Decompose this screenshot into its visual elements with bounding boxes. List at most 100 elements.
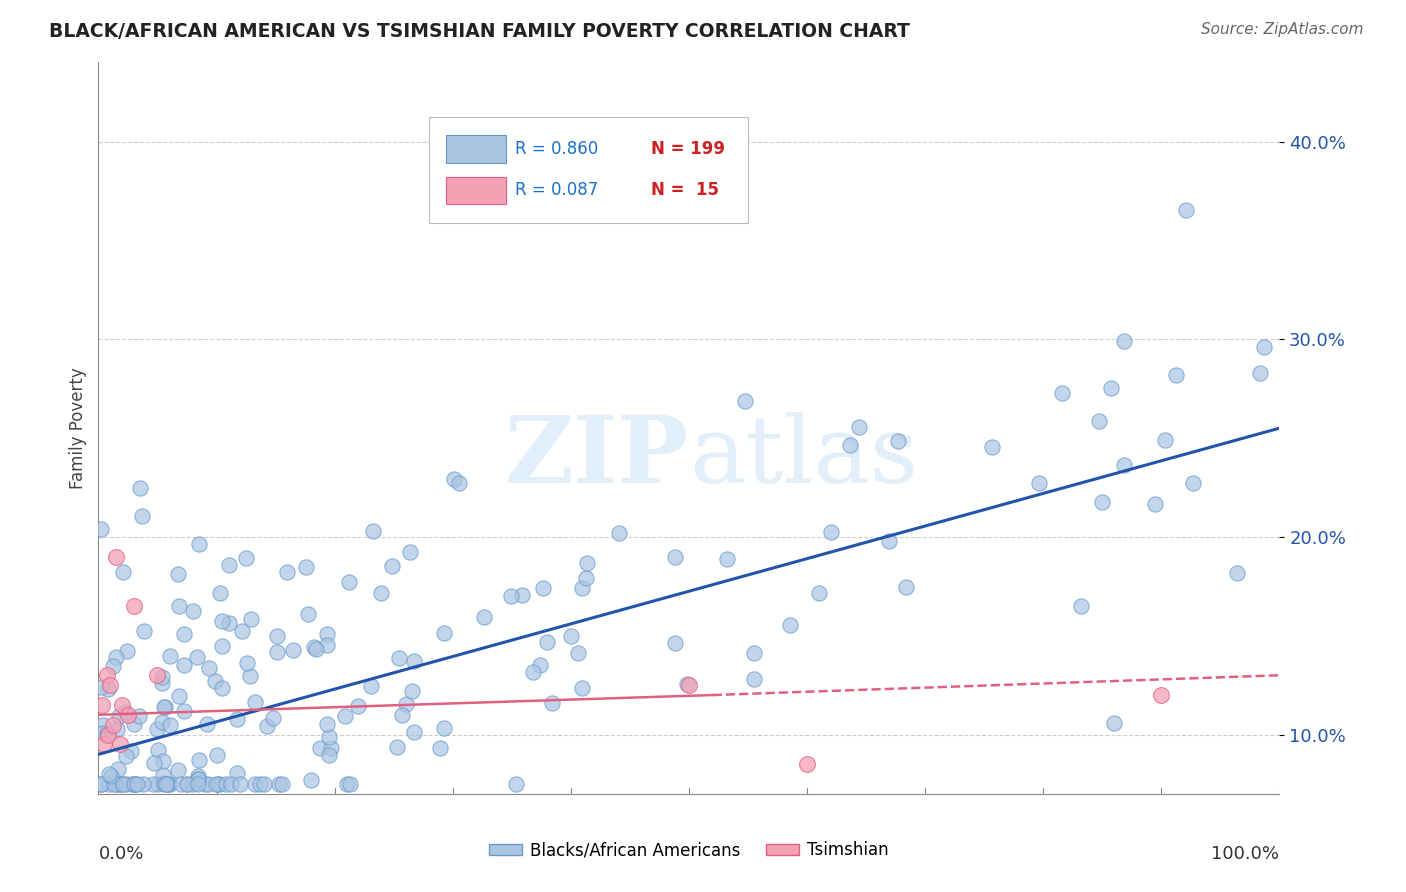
Point: [266, 629, 288, 643]
Y-axis label: Family Poverty: Family Poverty: [69, 368, 87, 489]
Point: [128, 481, 150, 495]
Point: [198, 660, 221, 674]
Point: [522, 665, 544, 679]
Point: [122, 599, 145, 613]
Point: [195, 716, 218, 731]
Point: [152, 768, 174, 782]
Point: [385, 740, 408, 755]
Point: [820, 524, 842, 539]
Point: [567, 646, 589, 660]
Point: [321, 741, 343, 756]
Point: [839, 438, 862, 452]
Point: [716, 552, 738, 566]
Point: [188, 537, 211, 551]
Point: [187, 772, 209, 787]
Point: [194, 777, 217, 791]
Point: [664, 636, 686, 650]
Point: [571, 581, 593, 595]
Point: [807, 585, 830, 599]
Point: [183, 604, 205, 618]
Point: [211, 614, 233, 628]
Point: [391, 707, 413, 722]
Point: [90, 777, 112, 791]
Point: [676, 677, 699, 691]
Point: [122, 777, 145, 791]
Point: [152, 699, 174, 714]
Point: [499, 589, 522, 603]
Point: [333, 709, 356, 723]
Point: [1253, 340, 1275, 354]
Point: [98, 678, 121, 692]
Point: [124, 777, 146, 791]
Point: [395, 697, 418, 711]
Point: [103, 777, 125, 791]
Text: BLACK/AFRICAN AMERICAN VS TSIMSHIAN FAMILY POVERTY CORRELATION CHART: BLACK/AFRICAN AMERICAN VS TSIMSHIAN FAMI…: [49, 22, 910, 41]
Text: Source: ZipAtlas.com: Source: ZipAtlas.com: [1201, 22, 1364, 37]
Point: [93, 738, 115, 752]
Point: [207, 777, 229, 791]
Point: [294, 560, 316, 574]
Point: [96, 668, 118, 682]
Point: [531, 581, 554, 595]
Point: [91, 725, 114, 739]
Point: [360, 679, 382, 693]
Point: [219, 777, 242, 791]
Point: [381, 558, 404, 573]
Point: [1175, 202, 1198, 217]
Point: [848, 420, 870, 434]
Point: [301, 773, 323, 788]
Point: [105, 549, 128, 564]
Point: [399, 545, 422, 559]
Point: [1150, 688, 1173, 702]
Point: [108, 709, 131, 723]
Point: [180, 777, 202, 791]
Text: R = 0.087: R = 0.087: [516, 181, 599, 200]
Point: [152, 754, 174, 768]
Point: [433, 626, 456, 640]
Point: [1028, 476, 1050, 491]
Point: [318, 747, 340, 762]
Point: [111, 698, 134, 712]
Point: [167, 689, 190, 703]
FancyBboxPatch shape: [446, 177, 506, 204]
FancyBboxPatch shape: [429, 117, 748, 223]
Point: [472, 609, 495, 624]
Point: [146, 777, 169, 791]
Point: [276, 565, 298, 579]
Point: [297, 607, 319, 622]
Point: [204, 674, 226, 689]
Point: [318, 730, 340, 744]
Point: [153, 776, 176, 790]
Point: [156, 777, 179, 791]
Point: [166, 763, 188, 777]
Point: [208, 586, 231, 600]
Point: [211, 681, 233, 696]
Point: [208, 777, 231, 791]
Point: [225, 766, 247, 780]
Point: [173, 627, 195, 641]
Point: [402, 654, 425, 668]
Point: [505, 777, 527, 791]
Text: 100.0%: 100.0%: [1212, 845, 1279, 863]
Point: [236, 657, 259, 671]
Point: [308, 740, 330, 755]
Point: [98, 767, 121, 781]
Point: [253, 777, 276, 791]
Point: [101, 659, 124, 673]
Point: [1091, 495, 1114, 509]
Point: [225, 712, 247, 726]
Point: [575, 571, 598, 585]
Point: [370, 586, 392, 600]
Point: [115, 748, 138, 763]
Point: [1070, 599, 1092, 613]
Point: [150, 670, 173, 684]
Point: [107, 777, 129, 791]
Point: [388, 651, 411, 665]
Point: [91, 698, 114, 712]
Text: R = 0.860: R = 0.860: [516, 140, 599, 158]
Point: [262, 711, 284, 725]
Point: [159, 648, 181, 663]
Point: [187, 769, 209, 783]
Point: [187, 772, 209, 786]
Point: [153, 700, 176, 714]
